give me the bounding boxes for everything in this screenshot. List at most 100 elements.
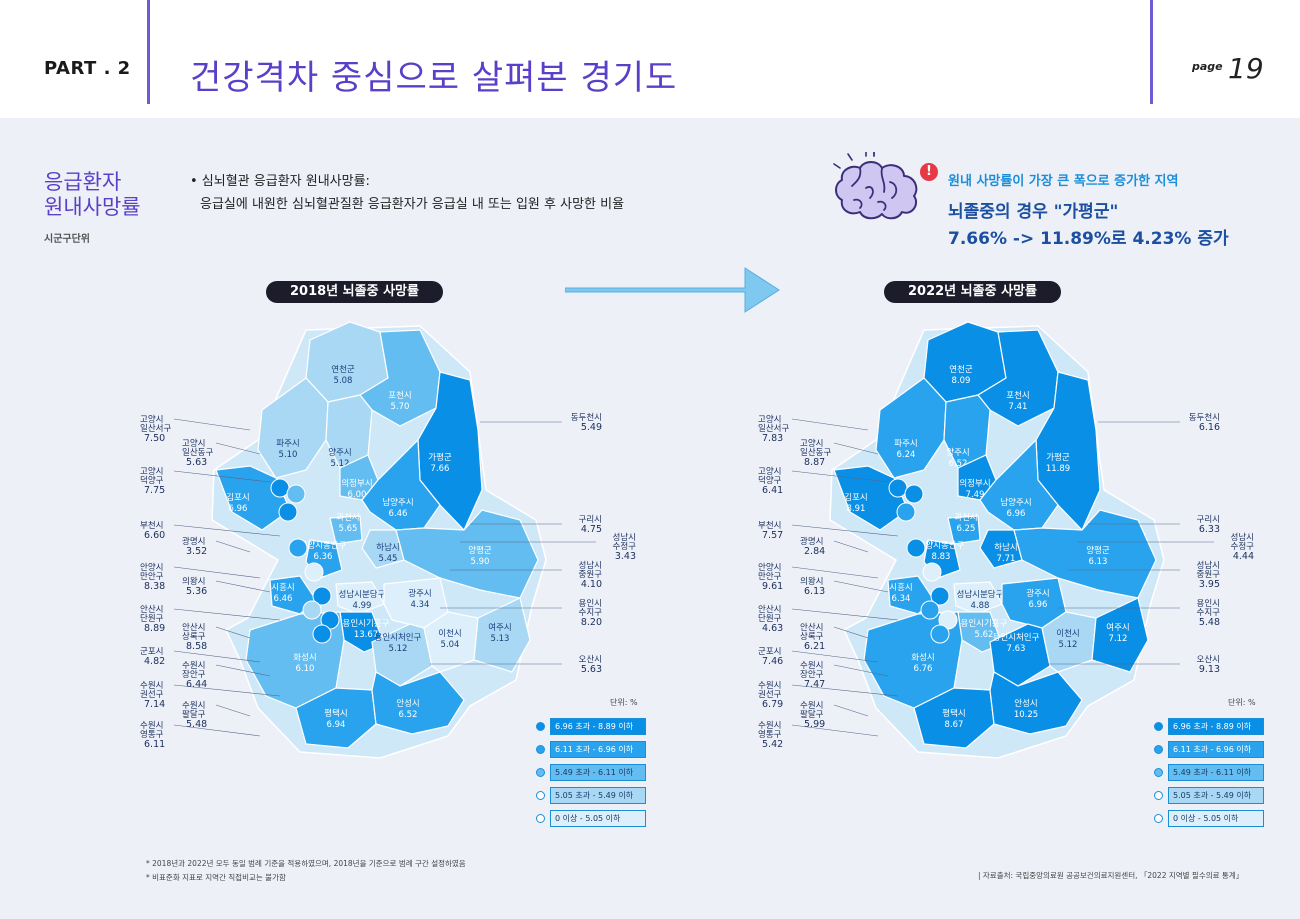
- section-title: 응급환자 원내사망률: [44, 170, 141, 219]
- map2018-left-label-sub: 영통구: [140, 729, 164, 740]
- map2022-left-label: 광명시: [800, 536, 823, 547]
- legend-2022: 6.96 초과 - 8.89 이하 6.11 초과 - 6.96 이하 5.49 초…: [1154, 718, 1264, 833]
- legend-item: 6.11 초과 - 6.96 이하: [536, 741, 646, 758]
- map2022-left-label: 수원시: [800, 661, 823, 671]
- map2018-left-value: 8.89: [144, 623, 165, 634]
- map2022-leader-line: [833, 664, 889, 677]
- legend-label: 5.05 초과 - 5.49 이하: [1168, 787, 1264, 804]
- map2018-leader-line: [215, 704, 251, 717]
- map2018-leader-line: [173, 650, 261, 663]
- map2022-region-name: 양주시: [946, 447, 969, 458]
- map2018-region-value: 4.99: [353, 601, 372, 611]
- map2018-left-label-sub: 상록구: [182, 631, 206, 642]
- legend-dot: [1154, 745, 1163, 754]
- legend-item: 5.49 초과 - 6.11 이하: [1154, 764, 1264, 781]
- map2018-left-label: 광명시: [182, 536, 205, 547]
- legend-dot: [1154, 814, 1163, 823]
- map2018-left-label-sub: 일산서구: [140, 423, 171, 434]
- map2018-right-value: 4.10: [581, 579, 602, 590]
- definition-bullet: • 심뇌혈관 응급환자 원내사망률:: [190, 174, 370, 189]
- map2022-region-value: 7.41: [1009, 402, 1028, 412]
- legend-dot: [1154, 722, 1163, 731]
- map2018-region-name: 안성시: [396, 698, 419, 709]
- map2022-region-value: 7.71: [997, 554, 1016, 564]
- map2022-left-label: 고양시: [758, 414, 781, 425]
- map2018-leader-line: [173, 524, 281, 537]
- highlight-line2: 7.66% -> 11.89%로 4.23% 증가: [948, 229, 1229, 249]
- map2022-region-value: 6.24: [897, 450, 916, 460]
- map2022-region-value: 4.88: [971, 601, 990, 611]
- map2022-left-label: 수원시: [758, 721, 781, 731]
- map2018-region-value: 13.67: [354, 630, 378, 640]
- highlight-title: 원내 사망률이 가장 큰 폭으로 증가한 지역: [948, 174, 1179, 189]
- map2022-region-name: 연천군: [949, 364, 973, 375]
- map2022-unit: 단위: %: [1228, 698, 1256, 707]
- map2022-left-value: 2.84: [804, 546, 825, 557]
- map2022-region-name: 과천시: [954, 512, 977, 523]
- map2022-region-name: 김포시: [844, 492, 867, 503]
- map2022-right-label-sub: 수정구: [1231, 541, 1255, 552]
- map2018-left-label: 의왕시: [182, 576, 205, 587]
- map2022-region-name: 시흥시: [889, 582, 912, 593]
- map2022-region-name: 하남시: [994, 542, 1017, 553]
- map2018-region: [329, 515, 363, 545]
- map2022-region: [1091, 597, 1149, 673]
- map2018-region-value: 5.04: [441, 640, 460, 650]
- legend-label: 6.96 초과 - 8.89 이하: [550, 718, 646, 735]
- map2022-right-label: 성남시: [1197, 561, 1220, 571]
- map2022-left-label: 안산시: [800, 622, 823, 633]
- map2018-right-label: 성남시: [613, 533, 636, 543]
- map2022-left-value: 5.99: [804, 719, 825, 730]
- map2022-region-value: 6.76: [914, 664, 933, 674]
- map2018-region: [359, 329, 441, 427]
- map2022-region-value: 8.91: [847, 504, 866, 514]
- map2018-region-name: 이천시: [438, 628, 461, 639]
- map2018-region-name: 평택시: [324, 708, 347, 719]
- map2022-region-value: 5.12: [1059, 640, 1078, 650]
- map2022-leader-line: [791, 684, 899, 697]
- map2022-region-name: 안양시동안구: [918, 540, 965, 551]
- map2022-region: [953, 581, 1003, 615]
- map2022-left-label: 고양시: [758, 466, 781, 477]
- map2018-region-value: 6.10: [296, 664, 315, 674]
- map2018-title: 2018년 뇌졸중 사망률: [266, 281, 443, 303]
- map2022-region-name: 포천시: [1006, 390, 1029, 401]
- map2022-region-value: 6.96: [1007, 509, 1026, 519]
- map2022-leader-line: [791, 418, 869, 431]
- legend-label: 0 이상 - 5.05 이하: [1168, 810, 1264, 827]
- map2018-leader-line: [173, 684, 281, 697]
- map2018-region-name: 김포시: [226, 492, 249, 503]
- map2022-left-label: 의왕시: [800, 576, 823, 587]
- map2018-right-label: 용인시: [579, 598, 602, 609]
- map2018-leader-line: [173, 566, 261, 579]
- map2022-region-name: 여주시: [1106, 622, 1129, 633]
- map2022-district-mark: [922, 562, 942, 582]
- map2018-left-label: 수원시: [182, 701, 205, 711]
- map2022-left-value: 7.46: [762, 656, 783, 667]
- map2022-region-value: 7.63: [1007, 644, 1026, 654]
- brain-icon: [833, 152, 918, 220]
- map2022-left-label: 군포시: [758, 647, 781, 657]
- map2022-left-value: 6.13: [804, 586, 825, 597]
- map2022-left-value: 5.42: [762, 739, 783, 750]
- map2018-left-value: 5.63: [186, 457, 207, 468]
- map2022-leader-line: [791, 566, 879, 579]
- map2022-left-value: 9.61: [762, 581, 783, 592]
- map2022-region-name: 용인시기흥구: [961, 618, 1008, 629]
- note-1: * 2018년과 2022년 모두 동일 범례 기준을 적용하였으며, 2018…: [146, 859, 466, 868]
- map2022-district-mark: [896, 502, 916, 522]
- map2022-region-value: 7.49: [966, 490, 985, 500]
- legend-label: 0 이상 - 5.05 이하: [550, 810, 646, 827]
- map2018-left-label: 수원시: [140, 681, 163, 691]
- map2022-right-value: 9.13: [1199, 664, 1220, 675]
- legend-item: 0 이상 - 5.05 이하: [1154, 810, 1264, 827]
- map2018-region-value: 7.66: [431, 464, 450, 474]
- map2022-left-label-sub: 팔달구: [800, 709, 824, 720]
- map2022-region-value: 8.09: [952, 376, 971, 386]
- map2022-district-mark: [904, 484, 924, 504]
- map2018-right-value: 5.49: [581, 422, 602, 433]
- map2018-leader-line: [215, 540, 251, 553]
- map2022-region-value: 6.13: [1089, 557, 1108, 567]
